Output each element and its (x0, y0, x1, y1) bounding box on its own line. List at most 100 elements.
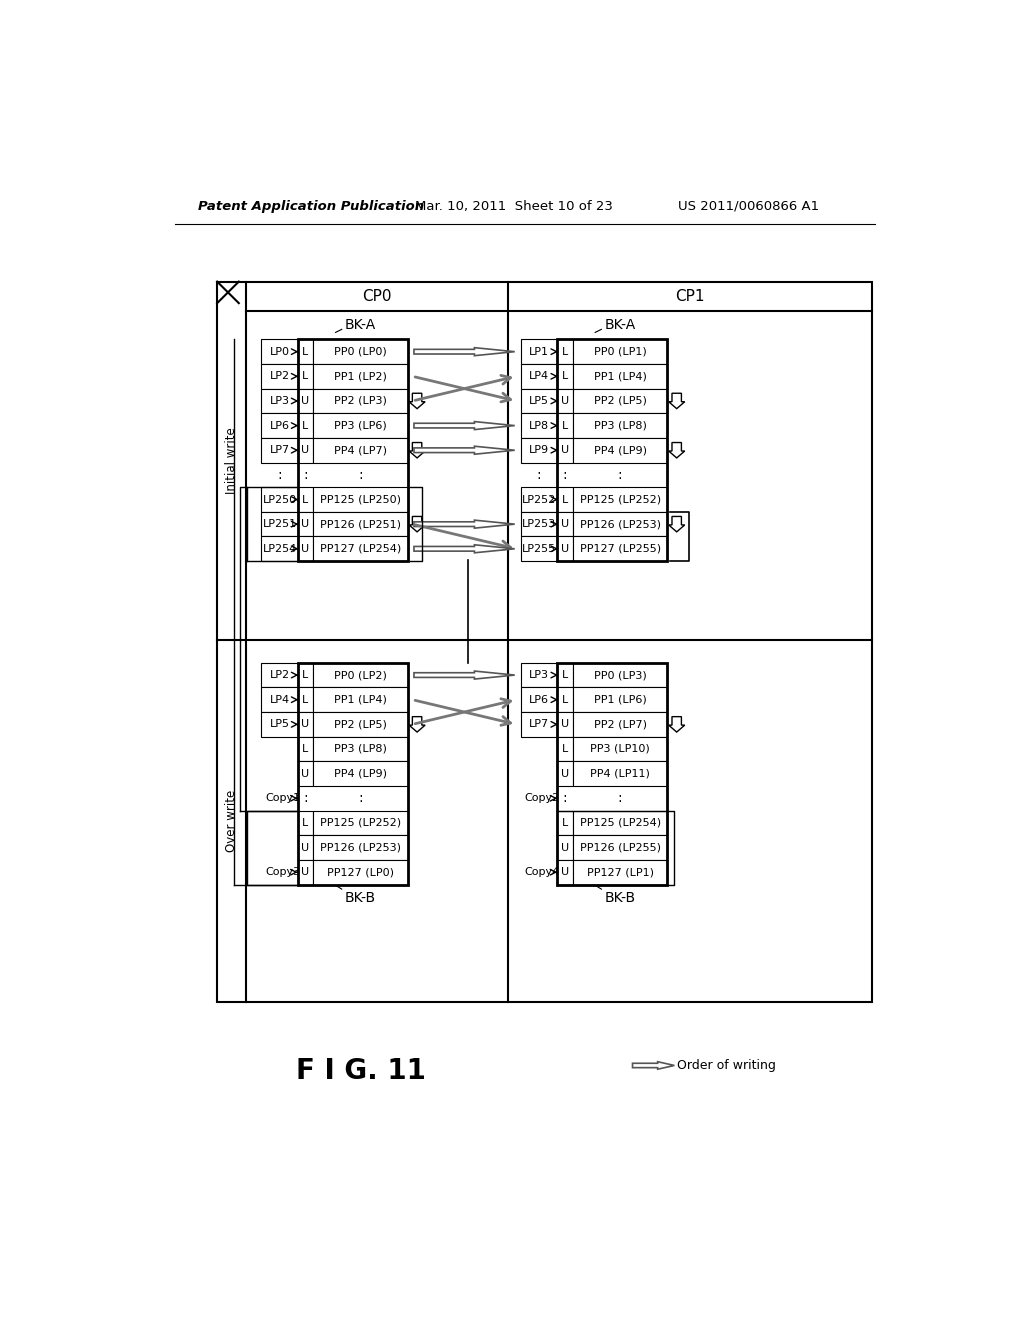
Bar (313, 512, 408, 536)
Text: U: U (301, 544, 309, 554)
Polygon shape (409, 442, 425, 458)
Text: PP0 (LP0): PP0 (LP0) (334, 347, 387, 356)
Text: PP4 (LP9): PP4 (LP9) (334, 768, 387, 779)
Text: L: L (302, 671, 308, 680)
Bar (557, 737, 572, 762)
Bar (313, 688, 408, 711)
Bar (557, 859, 572, 884)
Bar (261, 487, 298, 512)
Bar (521, 413, 557, 438)
Bar (557, 663, 668, 884)
Bar (261, 663, 298, 688)
Text: L: L (302, 495, 308, 504)
Bar (298, 487, 313, 512)
Polygon shape (633, 1061, 675, 1069)
Bar (521, 663, 557, 688)
Text: Order of writing: Order of writing (677, 1059, 775, 1072)
Text: PP1 (LP2): PP1 (LP2) (334, 371, 387, 381)
Polygon shape (414, 671, 515, 678)
Polygon shape (669, 516, 685, 532)
Text: US 2011/0060866 A1: US 2011/0060866 A1 (678, 199, 819, 213)
Bar (557, 688, 572, 711)
Polygon shape (414, 347, 515, 355)
Text: PP3 (LP8): PP3 (LP8) (334, 744, 387, 754)
Text: :: : (563, 467, 567, 482)
Text: PP1 (LP4): PP1 (LP4) (334, 694, 387, 705)
Bar (557, 487, 572, 512)
Polygon shape (409, 393, 425, 409)
Bar (298, 512, 313, 536)
Bar (261, 438, 298, 462)
Text: LP9: LP9 (529, 445, 549, 455)
Bar (521, 688, 557, 711)
Text: U: U (301, 396, 309, 407)
Bar (298, 339, 408, 561)
Bar (261, 711, 298, 737)
Text: BK-A: BK-A (604, 318, 636, 333)
Text: L: L (562, 694, 568, 705)
Text: LP254: LP254 (262, 544, 297, 554)
Bar (572, 413, 668, 438)
Bar (572, 438, 668, 462)
Text: U: U (561, 445, 569, 455)
Text: PP1 (LP6): PP1 (LP6) (594, 694, 646, 705)
Text: U: U (561, 396, 569, 407)
Text: :: : (278, 467, 282, 482)
Bar (521, 388, 557, 413)
Bar (261, 388, 298, 413)
Text: BK-B: BK-B (345, 891, 376, 906)
Text: LP255: LP255 (522, 544, 556, 554)
Text: PP3 (LP6): PP3 (LP6) (334, 421, 387, 430)
Text: LP250: LP250 (262, 495, 297, 504)
Text: U: U (301, 768, 309, 779)
Polygon shape (409, 717, 425, 733)
Bar (313, 836, 408, 859)
Bar (572, 364, 668, 388)
Polygon shape (414, 520, 515, 528)
Text: :: : (617, 467, 623, 482)
Text: PP2 (LP5): PP2 (LP5) (594, 396, 646, 407)
Text: LP6: LP6 (529, 694, 549, 705)
Bar (313, 711, 408, 737)
Text: L: L (562, 347, 568, 356)
Text: LP4: LP4 (269, 694, 290, 705)
Text: LP251: LP251 (262, 519, 297, 529)
Bar (557, 663, 572, 688)
Bar (313, 536, 408, 561)
Text: PP0 (LP2): PP0 (LP2) (334, 671, 387, 680)
Bar (557, 364, 572, 388)
Text: LP5: LP5 (529, 396, 549, 407)
Text: PP127 (LP0): PP127 (LP0) (327, 867, 394, 878)
Text: LP6: LP6 (269, 421, 290, 430)
Bar (298, 688, 313, 711)
Text: PP125 (LP252): PP125 (LP252) (580, 495, 660, 504)
Text: Copy4: Copy4 (524, 867, 560, 878)
Text: BK-B: BK-B (604, 891, 636, 906)
Text: L: L (562, 671, 568, 680)
Bar (313, 737, 408, 762)
Text: U: U (301, 867, 309, 878)
Text: U: U (301, 519, 309, 529)
Text: PP126 (LP253): PP126 (LP253) (319, 842, 401, 853)
Text: CP1: CP1 (675, 289, 705, 304)
Bar (521, 512, 557, 536)
Polygon shape (414, 446, 515, 454)
Text: L: L (562, 818, 568, 828)
Bar (298, 536, 313, 561)
Bar (572, 711, 668, 737)
Text: PP127 (LP1): PP127 (LP1) (587, 867, 653, 878)
Text: CP0: CP0 (362, 289, 391, 304)
Text: PP125 (LP250): PP125 (LP250) (319, 495, 401, 504)
Text: L: L (302, 818, 308, 828)
Bar (521, 536, 557, 561)
Bar (298, 711, 313, 737)
Bar (521, 711, 557, 737)
Bar (298, 836, 313, 859)
Bar (298, 388, 313, 413)
Text: PP126 (LP255): PP126 (LP255) (580, 842, 660, 853)
Bar (557, 536, 572, 561)
Text: PP1 (LP4): PP1 (LP4) (594, 371, 646, 381)
Polygon shape (669, 393, 685, 409)
Text: PP125 (LP252): PP125 (LP252) (319, 818, 401, 828)
Bar (261, 339, 298, 364)
